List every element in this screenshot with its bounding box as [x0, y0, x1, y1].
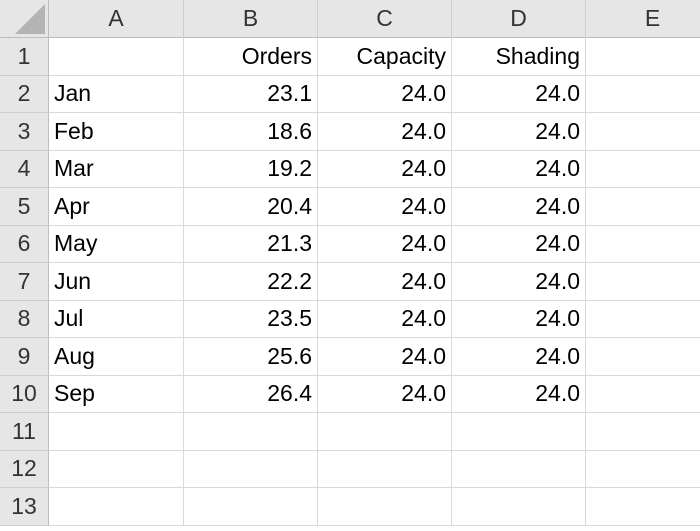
- row-header[interactable]: 13: [0, 488, 49, 526]
- cell[interactable]: 24.0: [452, 75, 586, 113]
- cell[interactable]: [586, 263, 700, 301]
- cell[interactable]: 24.0: [452, 263, 586, 301]
- cell[interactable]: [586, 75, 700, 113]
- cell[interactable]: 24.0: [452, 375, 586, 413]
- cell[interactable]: [586, 150, 700, 188]
- cell[interactable]: [452, 488, 586, 526]
- cell[interactable]: [184, 488, 318, 526]
- cell[interactable]: 22.2: [184, 263, 318, 301]
- cell[interactable]: Sep: [49, 375, 184, 413]
- cell[interactable]: 23.5: [184, 300, 318, 338]
- cell[interactable]: [49, 38, 184, 76]
- cell[interactable]: 24.0: [452, 150, 586, 188]
- cell[interactable]: [586, 450, 700, 488]
- cell[interactable]: Feb: [49, 113, 184, 151]
- cell[interactable]: [184, 413, 318, 451]
- cell[interactable]: 24.0: [318, 300, 452, 338]
- column-header[interactable]: C: [318, 0, 452, 38]
- cell[interactable]: [318, 413, 452, 451]
- cell[interactable]: [49, 413, 184, 451]
- cell[interactable]: [452, 413, 586, 451]
- cell[interactable]: [586, 338, 700, 376]
- cell[interactable]: 24.0: [452, 225, 586, 263]
- cell[interactable]: 24.0: [318, 75, 452, 113]
- column-header[interactable]: E: [586, 0, 700, 38]
- cell[interactable]: 24.0: [452, 300, 586, 338]
- cell[interactable]: 21.3: [184, 225, 318, 263]
- cell[interactable]: [586, 488, 700, 526]
- cell[interactable]: [586, 225, 700, 263]
- row-header[interactable]: 8: [0, 300, 49, 338]
- cell[interactable]: Jun: [49, 263, 184, 301]
- cell[interactable]: [452, 450, 586, 488]
- cell[interactable]: 18.6: [184, 113, 318, 151]
- cell[interactable]: 25.6: [184, 338, 318, 376]
- cell[interactable]: Jan: [49, 75, 184, 113]
- row-header[interactable]: 7: [0, 263, 49, 301]
- cell[interactable]: 24.0: [452, 113, 586, 151]
- cell[interactable]: 20.4: [184, 188, 318, 226]
- cell[interactable]: [586, 375, 700, 413]
- column-header[interactable]: B: [184, 0, 318, 38]
- select-all-button[interactable]: [0, 0, 49, 38]
- cell[interactable]: 24.0: [318, 188, 452, 226]
- cell[interactable]: 19.2: [184, 150, 318, 188]
- cell[interactable]: [49, 450, 184, 488]
- cell[interactable]: 24.0: [318, 150, 452, 188]
- cell[interactable]: 26.4: [184, 375, 318, 413]
- cell[interactable]: [586, 188, 700, 226]
- cell[interactable]: Mar: [49, 150, 184, 188]
- cell[interactable]: 24.0: [318, 338, 452, 376]
- cell[interactable]: Aug: [49, 338, 184, 376]
- cell[interactable]: 24.0: [318, 225, 452, 263]
- cell[interactable]: May: [49, 225, 184, 263]
- row-header[interactable]: 4: [0, 150, 49, 188]
- cell[interactable]: 24.0: [452, 188, 586, 226]
- column-header[interactable]: D: [452, 0, 586, 38]
- row-header[interactable]: 1: [0, 38, 49, 76]
- cell[interactable]: Capacity: [318, 38, 452, 76]
- cell[interactable]: 24.0: [318, 375, 452, 413]
- row-header[interactable]: 2: [0, 75, 49, 113]
- cell[interactable]: [49, 488, 184, 526]
- row-header[interactable]: 12: [0, 450, 49, 488]
- row-header[interactable]: 10: [0, 375, 49, 413]
- cell[interactable]: Jul: [49, 300, 184, 338]
- cell[interactable]: 24.0: [318, 113, 452, 151]
- cell[interactable]: 24.0: [452, 338, 586, 376]
- cell[interactable]: [586, 413, 700, 451]
- cell[interactable]: 24.0: [318, 263, 452, 301]
- row-header[interactable]: 3: [0, 113, 49, 151]
- cell[interactable]: [586, 300, 700, 338]
- column-header[interactable]: A: [49, 0, 184, 38]
- cell[interactable]: [184, 450, 318, 488]
- cell[interactable]: Shading: [452, 38, 586, 76]
- cell[interactable]: [586, 113, 700, 151]
- cell[interactable]: 23.1: [184, 75, 318, 113]
- cell[interactable]: [318, 450, 452, 488]
- select-all-icon: [15, 4, 45, 34]
- row-header[interactable]: 11: [0, 413, 49, 451]
- cell[interactable]: Apr: [49, 188, 184, 226]
- row-header[interactable]: 9: [0, 338, 49, 376]
- row-header[interactable]: 5: [0, 188, 49, 226]
- cell[interactable]: [586, 38, 700, 76]
- cell[interactable]: Orders: [184, 38, 318, 76]
- cell[interactable]: [318, 488, 452, 526]
- row-header[interactable]: 6: [0, 225, 49, 263]
